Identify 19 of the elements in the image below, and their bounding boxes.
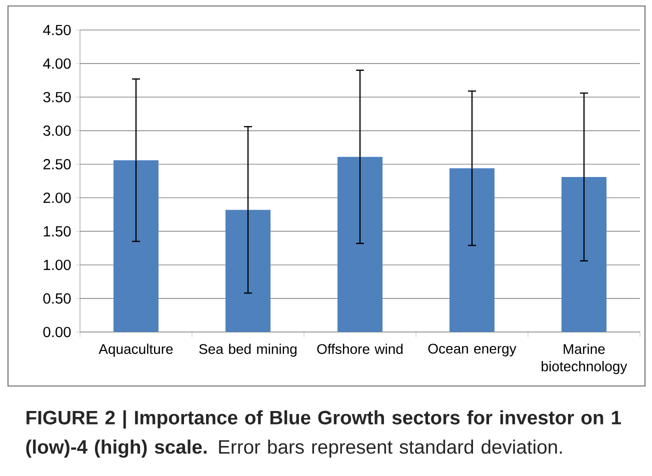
y-tick-label: 0.50 xyxy=(43,293,71,304)
x-tick-label: Offshore wind xyxy=(317,344,403,354)
y-tick-label: 1.50 xyxy=(44,226,71,237)
x-tick-label: Sea bed mining xyxy=(199,344,296,357)
bar xyxy=(450,168,495,332)
bar xyxy=(338,156,383,332)
y-tick-label: 3.00 xyxy=(43,125,71,136)
y-tick-label: 0.00 xyxy=(43,326,71,338)
bar xyxy=(114,160,158,332)
y-tick-label: 4.50 xyxy=(43,24,71,36)
y-tick-label: 4.00 xyxy=(43,58,71,69)
y-tick-label: 2.00 xyxy=(43,192,71,203)
y-tick-label: 1.00 xyxy=(44,260,71,270)
y-tick-label: 3.50 xyxy=(43,92,71,102)
x-tick-label: Marine biotechnology xyxy=(542,344,628,374)
x-tick-label: Ocean energy xyxy=(428,344,516,356)
y-tick-label: 2.50 xyxy=(43,159,71,170)
text: FIGURE 2 | Importance of Blue Growth sectors for investor on 1 (low)-4 (high) scale. Error bars represent standard deviation. xyxy=(26,410,621,458)
x-tick-label: Aquaculture xyxy=(98,344,173,357)
